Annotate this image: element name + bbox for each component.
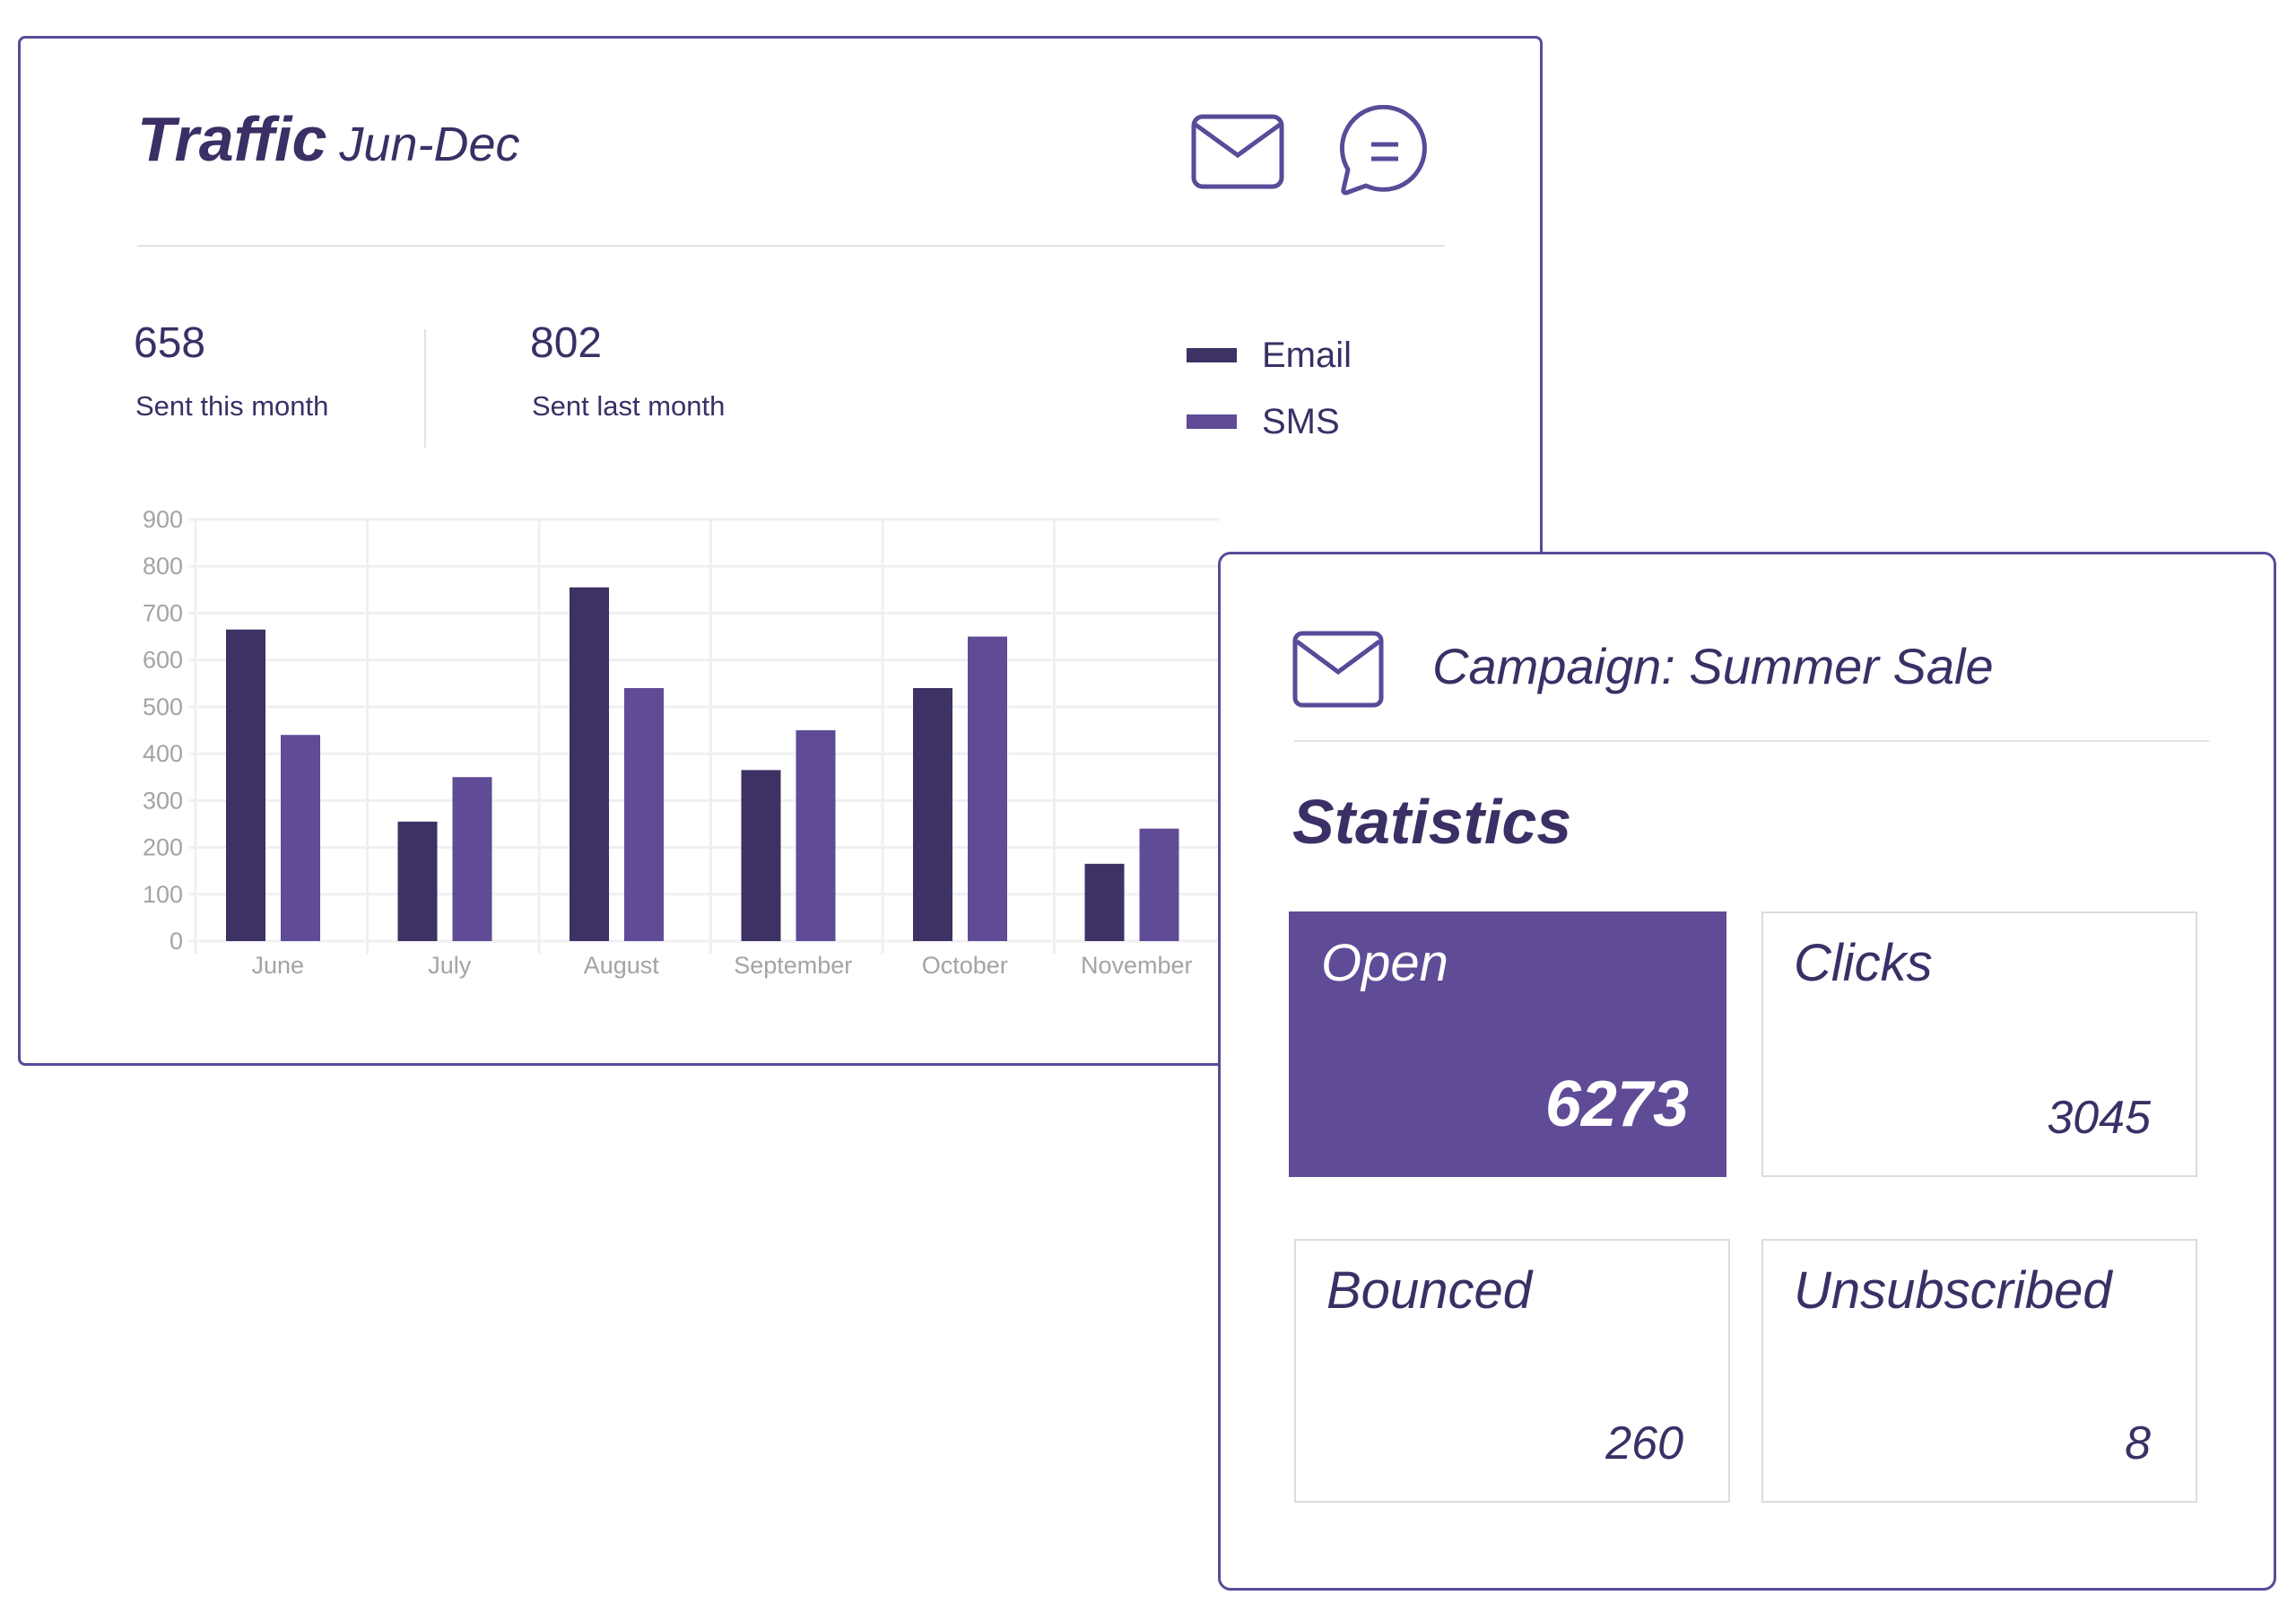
x-tick-label: September <box>734 952 852 979</box>
x-tick-label: October <box>922 952 1008 979</box>
sent-this-month-value: 658 <box>134 319 206 367</box>
y-tick-label: 400 <box>143 740 183 767</box>
stat-tile-bounced[interactable]: Bounced 260 <box>1294 1239 1730 1503</box>
y-tick-label: 200 <box>143 834 183 861</box>
bar-sms-october <box>968 636 1007 941</box>
stat-tile-unsubscribed[interactable]: Unsubscribed 8 <box>1761 1239 2197 1503</box>
email-button[interactable] <box>1191 114 1284 189</box>
sent-this-month-label: Sent this month <box>135 390 329 422</box>
legend-email: Email <box>1187 333 1352 378</box>
y-tick-label: 900 <box>143 506 183 533</box>
y-tick-label: 100 <box>143 881 183 908</box>
x-tick-label: November <box>1081 952 1193 979</box>
y-tick-label: 500 <box>143 693 183 720</box>
legend-swatch-sms <box>1187 414 1237 429</box>
legend-swatch-email <box>1187 348 1237 362</box>
bar-sms-june <box>281 735 320 941</box>
campaign-divider <box>1294 740 2209 742</box>
campaign-envelope-icon <box>1292 631 1384 708</box>
x-tick-label: July <box>428 952 472 979</box>
date-range: Jun-Dec <box>339 118 520 171</box>
campaign-card: Campaign: Summer Sale Statistics Open 62… <box>1218 552 2276 1591</box>
traffic-title: Traffic Jun-Dec <box>137 104 520 174</box>
stat-divider <box>424 329 426 448</box>
bar-sms-july <box>452 777 492 941</box>
y-tick-label: 700 <box>143 599 183 626</box>
x-tick-label: June <box>251 952 304 979</box>
campaign-title: Campaign: Summer Sale <box>1432 638 1994 694</box>
chat-bubble-icon <box>1340 104 1427 196</box>
bar-chart: 0 100 200 300 400 500 600 700 800 900 June July Augu… <box>143 506 1220 979</box>
bar-email-september <box>741 770 781 941</box>
bar-sms-november <box>1139 828 1179 941</box>
chart-legend: Email SMS <box>1187 333 1352 444</box>
legend-sms: SMS <box>1187 399 1352 444</box>
chat-button[interactable] <box>1339 104 1429 198</box>
header-divider <box>137 245 1445 247</box>
bar-email-august <box>570 587 609 941</box>
sent-last-month-value: 802 <box>530 319 603 367</box>
envelope-icon <box>1191 114 1284 189</box>
x-tick-label: August <box>584 952 660 979</box>
y-tick-label: 0 <box>170 928 183 955</box>
bar-email-october <box>913 688 952 941</box>
bar-email-november <box>1084 863 1125 941</box>
bar-email-june <box>226 629 265 941</box>
y-tick-label: 300 <box>143 787 183 814</box>
bar-sms-august <box>624 688 664 941</box>
bar-email-july <box>397 821 438 941</box>
bar-sms-september <box>796 730 836 941</box>
y-tick-label: 600 <box>143 647 183 674</box>
stat-tile-clicks[interactable]: Clicks 3045 <box>1761 911 2197 1177</box>
y-tick-label: 800 <box>143 553 183 580</box>
sent-last-month-label: Sent last month <box>532 390 726 422</box>
stat-tile-open[interactable]: Open 6273 <box>1289 911 1726 1177</box>
statistics-heading: Statistics <box>1292 787 1572 857</box>
